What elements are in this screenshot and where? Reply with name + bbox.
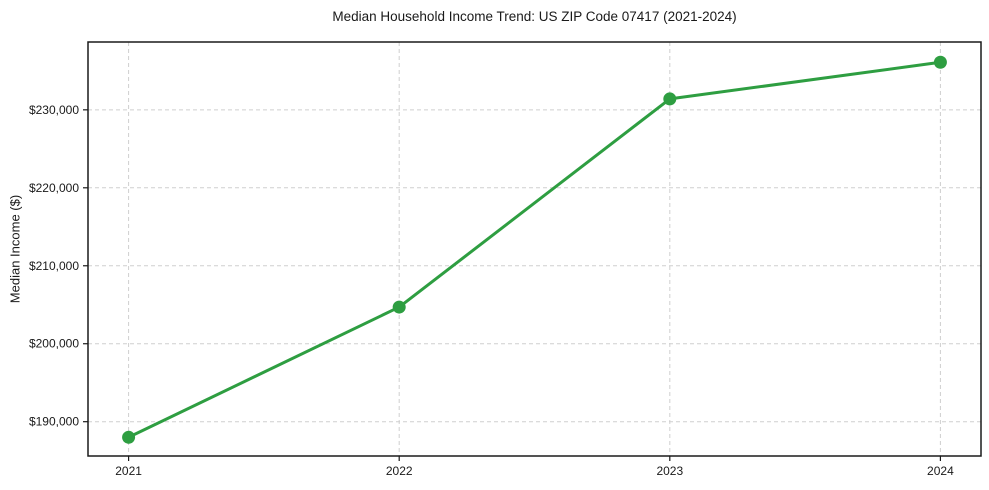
- y-tick-label: $230,000: [29, 103, 79, 117]
- data-point-2021: [122, 430, 136, 444]
- x-tick-label: 2024: [927, 464, 954, 478]
- income-trend-line: [127, 60, 942, 439]
- x-tick-label: 2022: [386, 464, 413, 478]
- y-tick-label: $220,000: [29, 181, 79, 195]
- y-tick-label: $190,000: [29, 415, 79, 429]
- data-point-2024: [933, 55, 947, 69]
- data-point-2023: [663, 92, 677, 106]
- plot-border: [87, 41, 982, 457]
- y-tick-label: $210,000: [29, 259, 79, 273]
- y-tick-label: $200,000: [29, 337, 79, 351]
- x-tick-label: 2023: [656, 464, 683, 478]
- chart-title: Median Household Income Trend: US ZIP Co…: [332, 9, 737, 24]
- x-tick-label: 2021: [115, 464, 142, 478]
- data-point-2022: [392, 300, 406, 314]
